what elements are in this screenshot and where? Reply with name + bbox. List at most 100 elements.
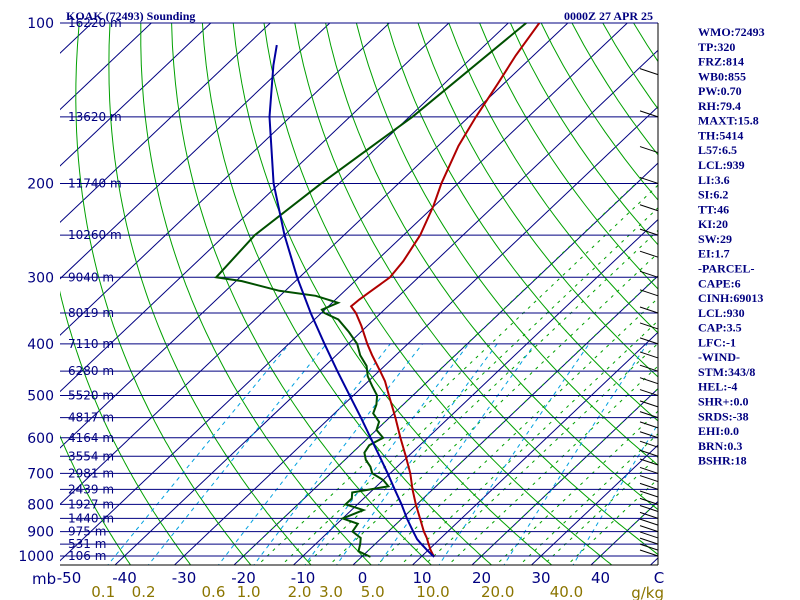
sounding-index: PW:0.70: [698, 84, 742, 98]
dry-adiabat: [75, 23, 252, 565]
height-label: 6280 m: [68, 364, 114, 378]
wind-barb: [639, 364, 659, 372]
mixing-ratio-tick-label: 0.6: [202, 583, 226, 600]
wind-barb: [639, 543, 659, 551]
sounding-index: WMO:72493: [698, 25, 765, 39]
isotherm-line: [60, 23, 450, 393]
mixing-ratio-line: [107, 343, 290, 565]
wind-barb: [639, 504, 659, 512]
temperature-tick-label: 20: [472, 569, 491, 587]
height-label: 4817 m: [68, 411, 114, 425]
parcel-profile-line: [268, 44, 435, 558]
sounding-profiles: [214, 23, 541, 558]
dry-adiabat: [571, 23, 658, 156]
dry-adiabat: [417, 23, 658, 378]
temperature-tick-label: 0: [358, 569, 368, 587]
isotherm-line: [60, 23, 153, 111]
sounding-index: EI:1.7: [698, 247, 730, 261]
mixing-ratio-tick-label: 40.0: [550, 583, 583, 600]
wind-barb: [639, 400, 659, 408]
dry-adiabat: [201, 23, 493, 565]
sounding-index: TT:46: [698, 202, 729, 216]
mixing-ratio-line: [503, 343, 648, 565]
wind-barb: [639, 322, 659, 330]
mixing-ratio-tick-label: 5.0: [361, 583, 385, 600]
dry-adiabat: [448, 23, 658, 334]
mixing-ratio-line: [438, 343, 590, 565]
mixing-ratio-tick-label: 3.0: [319, 583, 343, 600]
isotherm-line: [471, 388, 658, 565]
moist-adiabat: [399, 320, 658, 565]
mixing-ratio-line: [335, 343, 498, 565]
wind-barb: [639, 68, 659, 76]
dry-adiabat: [60, 290, 192, 565]
sounding-index: -WIND-: [698, 350, 740, 364]
grid-lines: [0, 11, 658, 567]
wind-barbs: [639, 23, 659, 565]
mixing-ratio-line: [304, 343, 469, 565]
dry-adiabat: [140, 23, 372, 565]
wind-barb: [639, 377, 659, 385]
sounding-index: TH:5414: [698, 128, 743, 142]
isotherm-line: [60, 23, 629, 562]
dry-adiabat: [263, 23, 613, 565]
sounding-index: BRN:0.3: [698, 439, 742, 453]
mixing-ratio-tick-label: 1.0: [237, 583, 261, 600]
isotherm-line: [60, 23, 331, 280]
sounding-index: SHR+:0.0: [698, 395, 749, 409]
sounding-index: CINH:69013: [698, 291, 763, 305]
height-label: 9040 m: [68, 270, 114, 284]
moist-adiabat: [352, 274, 658, 565]
wind-barb: [639, 289, 659, 297]
sounding-index: RH:79.4: [698, 99, 741, 113]
sounding-index: -PARCEL-: [698, 261, 754, 275]
wind-barb: [639, 440, 659, 448]
sounding-index: FRZ:814: [698, 55, 744, 69]
sounding-index: SRDS:-38: [698, 409, 749, 423]
wind-barb: [639, 306, 659, 314]
sounding-index: STM:343/8: [698, 365, 755, 379]
isotherm-line: [233, 162, 658, 565]
dry-adiabat: [108, 23, 312, 565]
wind-barb: [639, 525, 659, 533]
moist-adiabat: [495, 410, 658, 565]
isotherm-line: [0, 11, 45, 567]
moist-adiabat: [423, 342, 658, 565]
sounding-index: BSHR:18: [698, 454, 747, 468]
height-label: 10260 m: [68, 228, 122, 242]
dry-adiabat: [325, 23, 658, 511]
temperature-tick-label: -50: [57, 569, 82, 587]
wind-barb: [639, 458, 659, 466]
sounding-index: CAP:3.5: [698, 321, 742, 335]
temperature-tick-label: -40: [112, 569, 137, 587]
mixing-ratio-line: [253, 343, 423, 565]
mixing-ratio-line: [147, 343, 327, 565]
dry-adiabat: [479, 23, 658, 290]
wind-barb: [639, 511, 659, 519]
moist-adiabat: [376, 297, 658, 565]
height-labels: 16220 m 13620 m 11740 m 10260 m 9040 m 8019 m…: [68, 16, 122, 563]
valid-time: 0000Z 27 APR 25: [564, 9, 653, 23]
height-label: 2439 m: [68, 482, 114, 496]
wind-barb: [639, 537, 659, 545]
moist-adiabat: [280, 207, 658, 565]
height-label: 106 m: [68, 549, 106, 563]
wind-barb: [639, 490, 659, 498]
height-label: 11740 m: [68, 176, 122, 190]
pressure-tick-label: 400: [27, 337, 54, 353]
wind-barb: [639, 110, 659, 118]
moist-adiabat: [518, 433, 658, 565]
mixing-ratio-line: [377, 343, 536, 565]
height-label: 1440 m: [68, 511, 114, 525]
sounding-index: CAPE:6: [698, 276, 741, 290]
moist-adiabat: [590, 500, 658, 565]
height-label: 7110 m: [68, 337, 114, 351]
mixing-ratio-tick-label: 20.0: [481, 583, 514, 600]
wind-barb: [639, 146, 659, 154]
sounding-index: WB0:855: [698, 69, 746, 83]
wind-barb: [639, 389, 659, 397]
moist-adiabat: [471, 387, 658, 565]
isotherm-line: [114, 49, 658, 565]
